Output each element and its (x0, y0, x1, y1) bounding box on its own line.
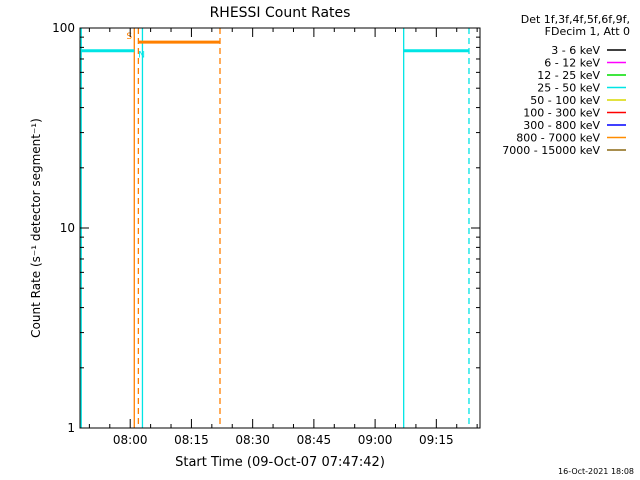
x-tick-label-2: 08:30 (235, 433, 270, 447)
x-tick-label-0: 08:00 (113, 433, 148, 447)
legend-label-800-7000-kev: 800 - 7000 keV (516, 132, 600, 145)
legend-header-0: Det 1f,3f,4f,5f,6f,9f, (521, 13, 630, 26)
x-tick-label-3: 08:45 (297, 433, 332, 447)
attenuator-bar-label-n: N (138, 51, 145, 61)
legend-label-50-100-kev: 50 - 100 keV (530, 94, 600, 107)
legend-label-12-25-kev: 12 - 25 keV (537, 69, 600, 82)
legend-label-100-300-kev: 100 - 300 keV (523, 107, 600, 120)
x-axis-label: Start Time (09-Oct-07 07:47:42) (175, 455, 385, 470)
y-axis-label: Count Rate (s⁻¹ detector segment⁻¹) (29, 118, 43, 338)
legend-header-1: FDecim 1, Att 0 (545, 25, 630, 38)
attenuator-bar-label-s: S (126, 32, 132, 42)
footer-date: 16-Oct-2021 18:08 (558, 467, 634, 476)
legend-label-6-12-kev: 6 - 12 keV (544, 57, 600, 70)
x-tick-label-5: 09:15 (419, 433, 454, 447)
legend-label-25-50-kev: 25 - 50 keV (537, 82, 600, 95)
y-tick-label-1: 10 (60, 221, 75, 235)
x-tick-label-1: 08:15 (174, 433, 209, 447)
legend-label-300-800-kev: 300 - 800 keV (523, 119, 600, 132)
legend-label-7000-15000-kev: 7000 - 15000 keV (502, 144, 600, 157)
y-tick-label-0: 1 (67, 421, 75, 435)
chart-title: RHESSI Count Rates (210, 5, 351, 21)
legend-label-3-6-kev: 3 - 6 keV (551, 44, 600, 57)
x-tick-label-4: 09:00 (358, 433, 393, 447)
y-tick-label-2: 100 (52, 21, 75, 35)
